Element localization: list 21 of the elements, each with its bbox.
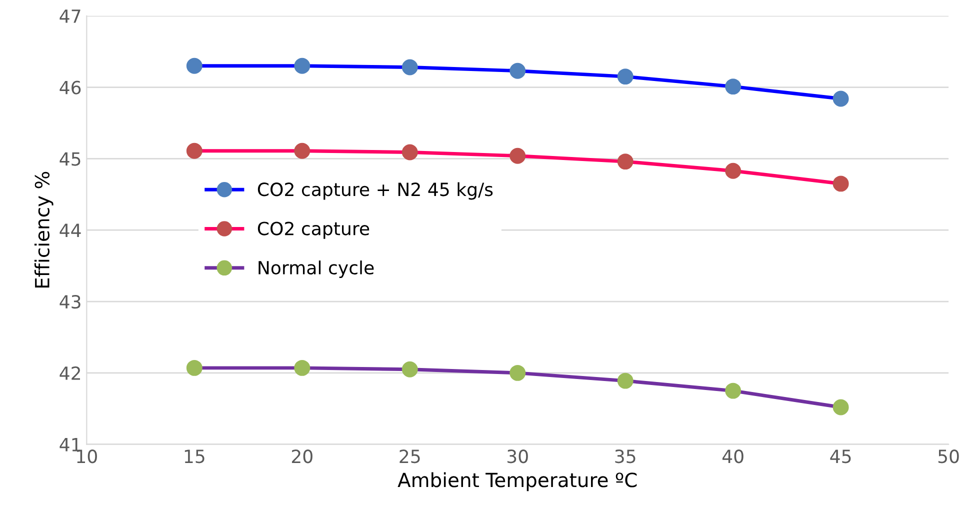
y-axis-title: Efficiency % [34, 172, 54, 288]
legend-label: CO2 capture + N2 45 kg/s [258, 182, 493, 200]
legend-label: CO2 capture [258, 222, 370, 239]
y-tick-label: 43 [60, 294, 80, 309]
x-tick-label: 50 [938, 450, 959, 464]
x-tick-label: 15 [184, 450, 204, 464]
x-tick-label: 40 [722, 450, 744, 464]
x-axis-title: Ambient Temperature ºC [398, 472, 637, 492]
x-tick-label: 25 [400, 450, 420, 464]
y-tick-label: 46 [60, 80, 81, 94]
y-tick-label: 45 [60, 152, 80, 166]
x-tick-label: 20 [292, 450, 312, 464]
y-tick-label: 41 [60, 438, 80, 452]
x-tick-label: 35 [615, 450, 636, 464]
y-tick-label: 44 [60, 224, 81, 237]
x-tick-label: 30 [508, 450, 528, 464]
y-tick-label: 47 [60, 10, 80, 23]
x-tick-label: 10 [77, 450, 97, 464]
x-tick-label: 45 [830, 450, 851, 464]
y-tick-label: 42 [60, 366, 80, 380]
legend-label: Normal cycle [258, 260, 374, 278]
